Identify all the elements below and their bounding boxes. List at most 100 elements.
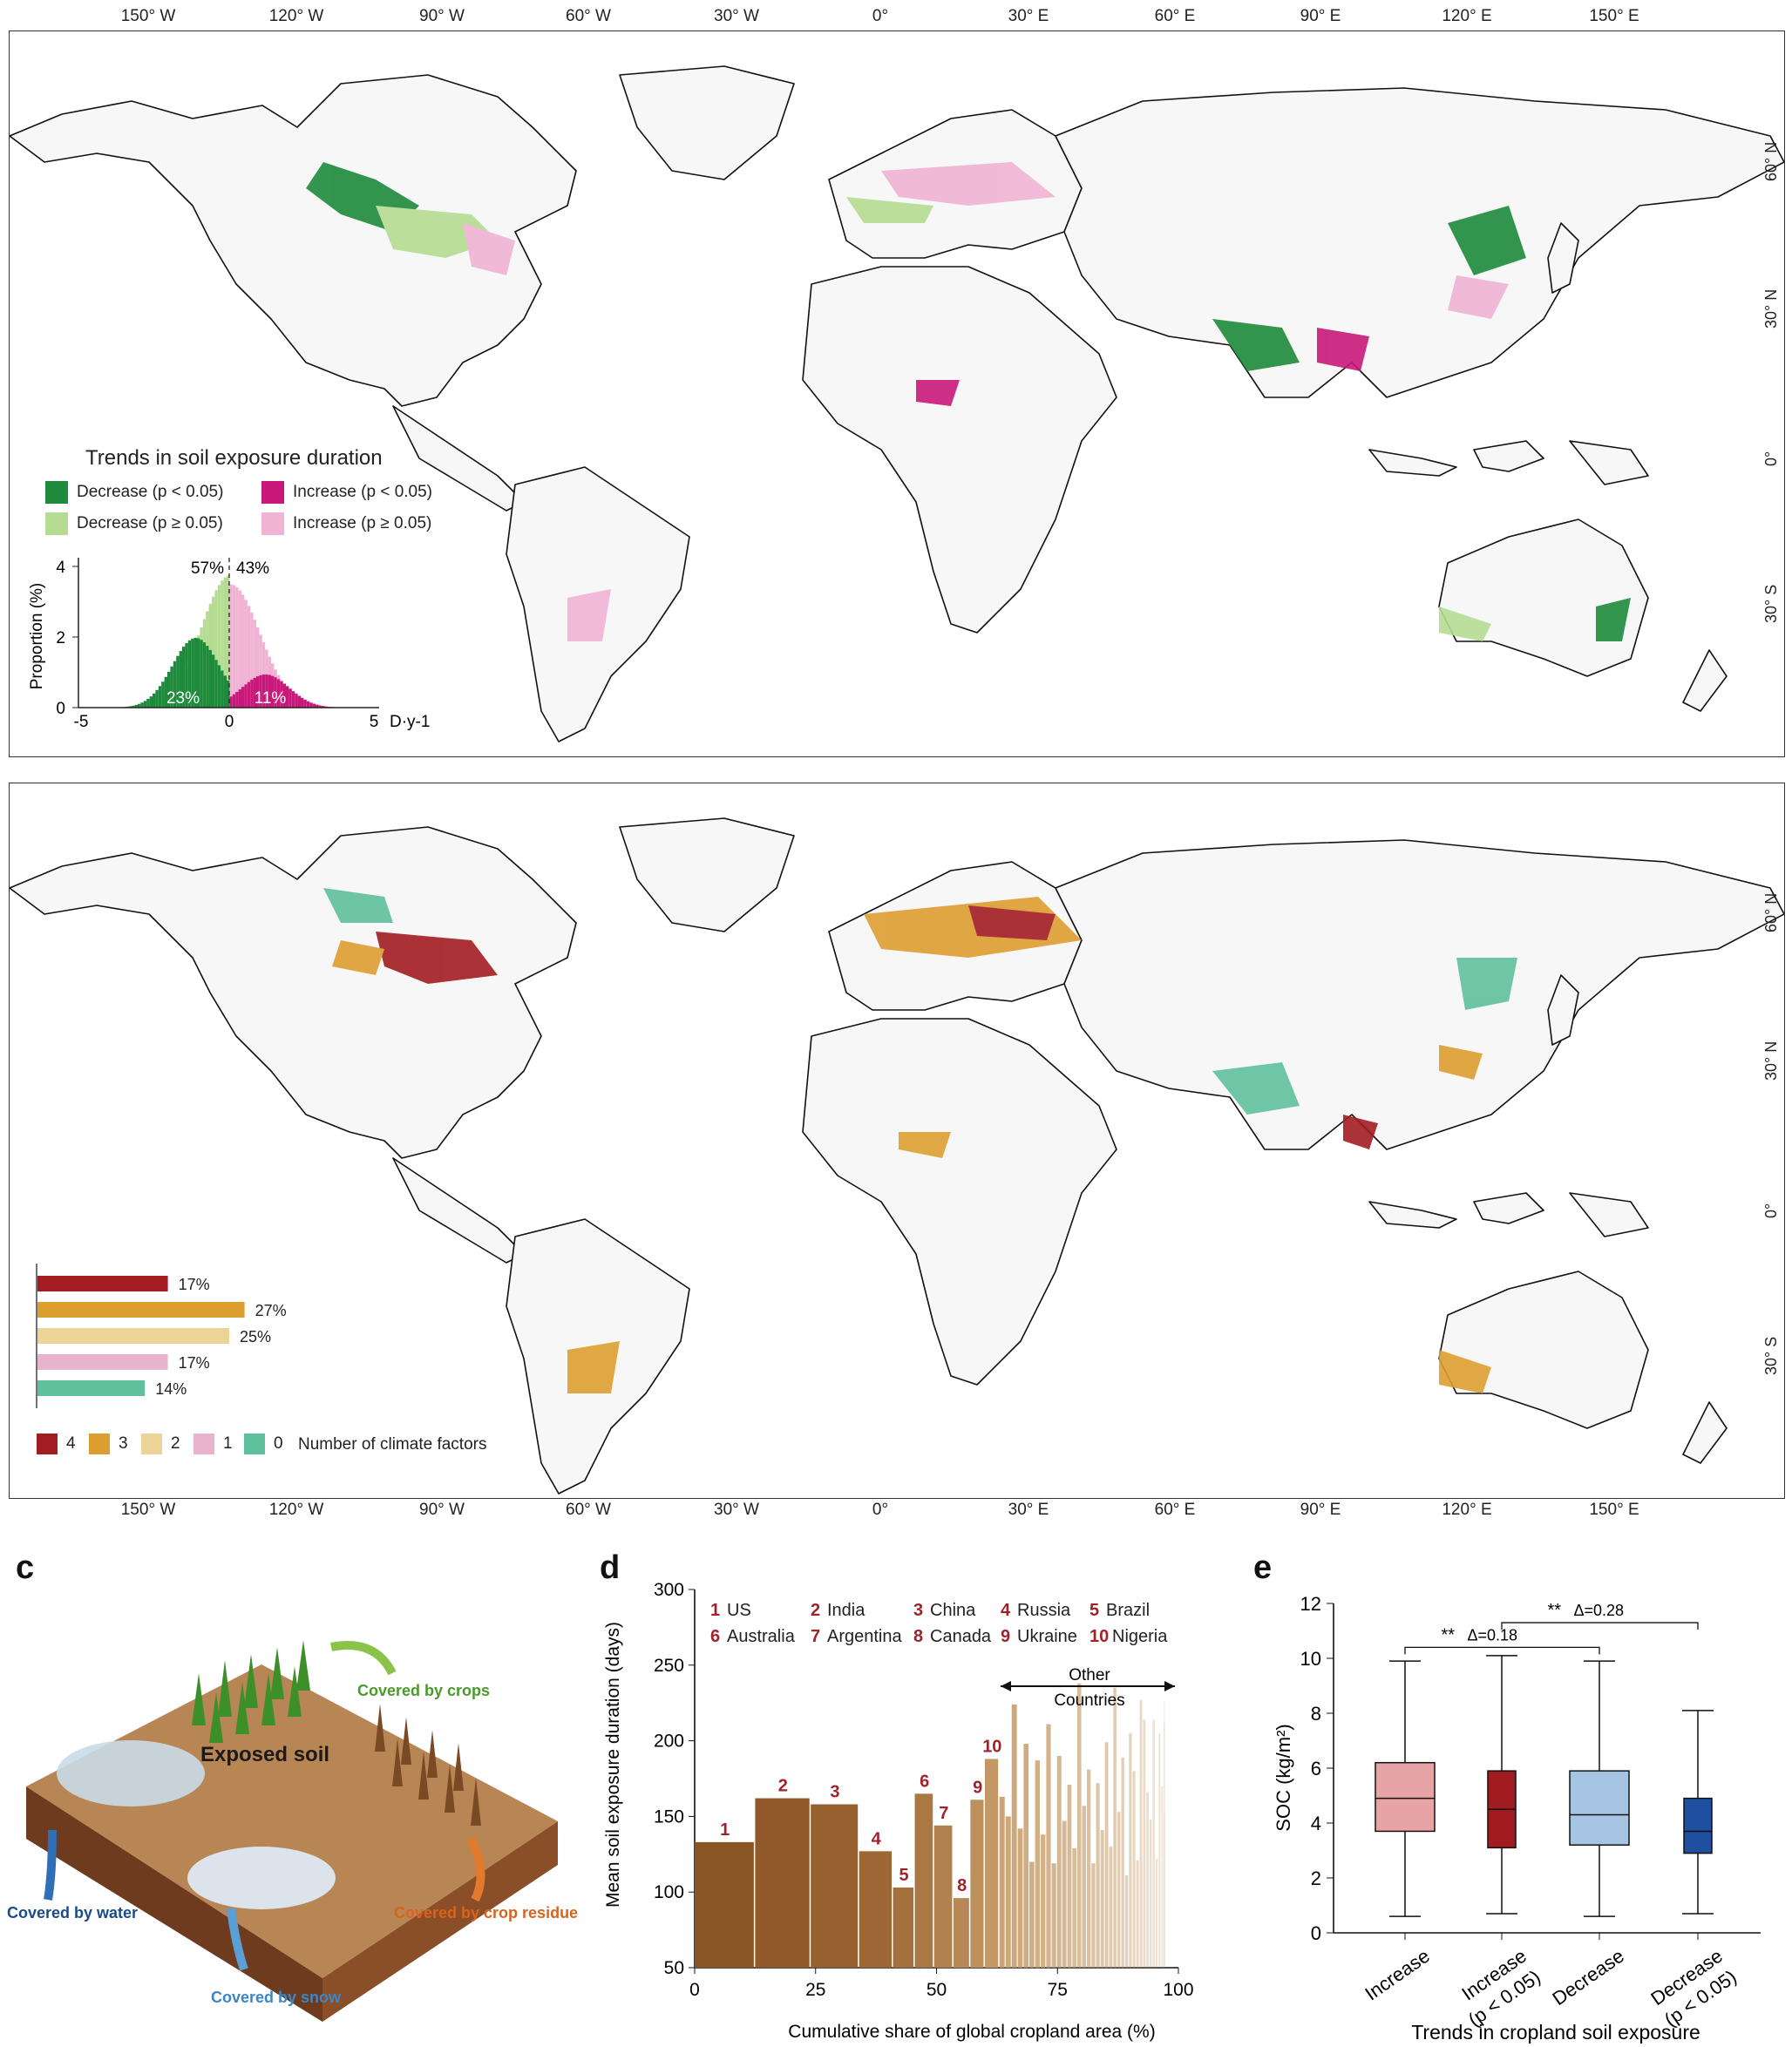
hist-bar-dark <box>265 674 268 708</box>
hist-bar-dark <box>138 703 141 708</box>
hist-pct-left-bottom: 23% <box>166 689 200 708</box>
d-ytick: 300 <box>654 1580 684 1600</box>
climate-factor-bars: 17% 27% 25% 17% 14% <box>36 1264 287 1408</box>
d-bar-other <box>1129 1732 1132 1968</box>
legend-item-increase-nonsig: Increase (p ≥ 0.05) <box>261 512 431 535</box>
hist-bar-dark <box>197 638 200 708</box>
d-bar-other <box>1136 1860 1139 1968</box>
legend-item-increase-sig: Increase (p < 0.05) <box>261 481 432 504</box>
hist-bar-dark <box>214 660 218 708</box>
crop-plants <box>192 1640 310 1743</box>
e-sig-stars: ** <box>1548 1601 1562 1620</box>
d-bar-other <box>999 1796 1005 1968</box>
lon-label-top: 90° E <box>1300 7 1341 25</box>
hist-xtick: -5 <box>74 713 89 731</box>
climate-bar <box>37 1380 146 1396</box>
d-bar-other <box>1104 1742 1109 1968</box>
e-ytick: 12 <box>1300 1593 1321 1615</box>
e-ylabel: SOC (kg/m²) <box>1273 1724 1294 1831</box>
lon-label-bottom: 0° <box>872 1501 889 1519</box>
d-bar-other <box>1051 1863 1056 1968</box>
d-bar-other <box>1124 1875 1129 1968</box>
hist-bar-dark <box>244 684 248 708</box>
e-ytick: 8 <box>1311 1703 1321 1725</box>
hist-ytick: 0 <box>56 700 65 718</box>
country-rank: 9 <box>1001 1627 1010 1646</box>
e-sig-delta: Δ=0.28 <box>1574 1602 1625 1619</box>
hist-bar-dark <box>217 665 221 708</box>
hist-bar-dark <box>212 654 215 708</box>
hist-bar-dark <box>276 679 281 708</box>
lat-label: 30° S <box>1762 584 1780 623</box>
climate-bar-label: 14% <box>155 1380 187 1398</box>
hist-bar-dark <box>268 674 271 708</box>
d-bar <box>859 1851 893 1968</box>
hist-bar-dark <box>312 703 316 708</box>
hist-bar-light <box>212 596 215 708</box>
e-category-label: Decrease <box>1548 1945 1627 2010</box>
hist-bar-light <box>238 590 241 708</box>
country-rank: 10 <box>1089 1627 1109 1646</box>
country-rank: 8 <box>913 1627 923 1646</box>
climate-legend-0: 0 <box>244 1434 283 1454</box>
climate-bar <box>37 1302 245 1318</box>
lon-label-bottom: 30° E <box>1008 1501 1049 1519</box>
e-ytick: 0 <box>1311 1922 1321 1944</box>
country-name: Brazil <box>1106 1601 1150 1620</box>
hist-bar-light <box>247 606 251 708</box>
hist-bar-dark <box>191 638 194 708</box>
lon-label-top: 120° E <box>1442 7 1492 25</box>
d-ytick: 100 <box>654 1882 684 1902</box>
country-rank: 4 <box>1001 1601 1011 1620</box>
e-box <box>1683 1797 1713 1854</box>
climate-bar <box>37 1328 229 1344</box>
label-covered-by-snow: Covered by snow <box>211 1989 342 2006</box>
hist-bar-dark <box>176 655 180 708</box>
hist-bar-dark <box>295 693 298 708</box>
hist-bar-dark <box>256 676 260 708</box>
d-bar-other <box>1117 1812 1121 1968</box>
country-legend: 1 US 2 India 3 China 4 Russia 5 Brazil 6 Australia 7… <box>710 1601 1168 1646</box>
d-bar-other <box>1146 1792 1149 1968</box>
hist-bar-dark <box>250 680 254 708</box>
d-bar-other <box>1096 1783 1100 1968</box>
hist-bar-dark <box>128 706 132 708</box>
label-covered-by-water: Covered by water <box>7 1904 139 1922</box>
hist-bar-dark <box>309 702 313 708</box>
hist-bar-dark <box>153 693 156 708</box>
hist-bar-dark <box>238 689 241 708</box>
climate-legend-4: 4 <box>37 1434 76 1454</box>
hist-bar-dark <box>140 702 144 708</box>
hist-bar-dark <box>202 642 207 708</box>
hist-bar-light <box>244 600 248 708</box>
d-bar-rank: 4 <box>872 1829 882 1848</box>
hist-bar-dark <box>149 696 153 708</box>
hist-bar-dark <box>170 666 173 708</box>
d-bar-rank: 5 <box>899 1866 908 1885</box>
d-xlabel: Cumulative share of global cropland area… <box>788 2022 1155 2042</box>
snow-patch <box>187 1847 336 1909</box>
lon-label-bottom: 150° W <box>120 1501 176 1519</box>
d-bar-rank: 10 <box>982 1737 1001 1756</box>
lon-label-top: 60° W <box>566 7 611 25</box>
hist-bar-light <box>223 577 227 708</box>
country-rank: 2 <box>811 1601 820 1620</box>
d-bar-rank: 3 <box>830 1783 839 1802</box>
country-name: US <box>727 1601 751 1620</box>
hist-bar-dark <box>227 681 230 708</box>
d-bar-other <box>1100 1830 1104 1968</box>
lat-label: 0° <box>1762 451 1780 466</box>
d-bar-other <box>1158 1732 1161 1968</box>
hist-bar-light <box>214 590 218 708</box>
hist-bar-dark <box>143 701 147 708</box>
lon-label-top: 120° W <box>268 7 324 25</box>
hist-bar-dark <box>146 699 150 708</box>
d-bar-other <box>1023 1744 1029 1968</box>
d-bar-other <box>1077 1683 1082 1968</box>
d-bar-rank: 8 <box>957 1876 967 1895</box>
panel-e-letter: e <box>1253 1549 1273 1586</box>
map-a-frame <box>9 31 1785 757</box>
soil-block-illustration <box>26 1640 558 2022</box>
climate-bar <box>37 1354 168 1370</box>
